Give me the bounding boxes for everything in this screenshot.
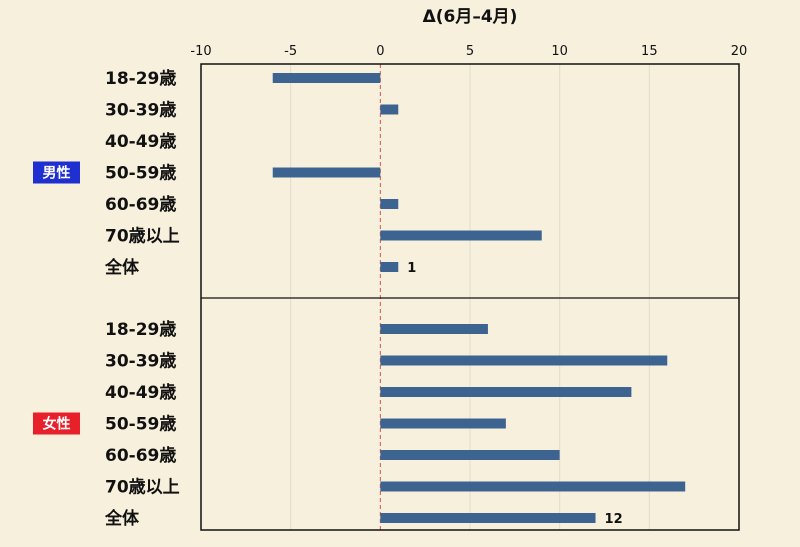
category-label: 30-39歳: [105, 351, 176, 372]
gridlines: [290, 64, 650, 530]
bar: [380, 387, 632, 397]
category-label: 70歳以上: [105, 477, 180, 498]
x-tick-label: 10: [551, 44, 568, 59]
category-label: 40-49歳: [105, 382, 176, 403]
category-label: 全体: [104, 257, 140, 278]
x-tick-label: -10: [190, 44, 211, 59]
group-badge: [33, 161, 80, 184]
bar: [380, 262, 399, 272]
category-labels: 18-29歳30-39歳40-49歳50-59歳60-69歳70歳以上全体18-…: [104, 68, 180, 529]
bar: [380, 450, 560, 460]
category-label: 30-39歳: [105, 100, 176, 121]
plot-frame: [200, 63, 740, 531]
chart-title: Δ(6月–4月): [423, 7, 518, 27]
category-label: 40-49歳: [105, 131, 176, 152]
x-tick-label: -5: [284, 44, 297, 59]
x-tick-label: 15: [641, 44, 658, 59]
group-badge: [33, 412, 80, 435]
group-badge-label: 男性: [43, 165, 71, 182]
bar: [380, 104, 399, 115]
group-badge-label: 女性: [43, 416, 71, 433]
x-tick-label: 5: [466, 44, 474, 59]
data-label: 1: [407, 261, 416, 276]
bar: [380, 199, 399, 209]
x-axis-ticks: -10 -5 0 5 10 15 20: [190, 44, 747, 59]
bar: [272, 167, 381, 178]
bar: [272, 73, 381, 83]
bar: [380, 355, 668, 366]
category-label: 60-69歳: [105, 445, 176, 466]
bar: [380, 324, 488, 334]
bar: [380, 513, 596, 523]
category-label: 60-69歳: [105, 194, 176, 215]
bar: [380, 418, 506, 429]
category-label: 18-29歳: [105, 319, 176, 340]
category-label: 50-59歳: [105, 163, 176, 184]
category-label: 全体: [104, 508, 140, 529]
x-tick-label: 0: [376, 44, 384, 59]
data-label: 12: [605, 512, 623, 527]
bars: 1 12: [272, 73, 686, 527]
x-tick-label: 20: [731, 44, 748, 59]
category-label: 50-59歳: [105, 414, 176, 435]
bar: [380, 230, 542, 241]
category-label: 18-29歳: [105, 68, 176, 89]
category-label: 70歳以上: [105, 226, 180, 247]
bar: [380, 481, 686, 492]
